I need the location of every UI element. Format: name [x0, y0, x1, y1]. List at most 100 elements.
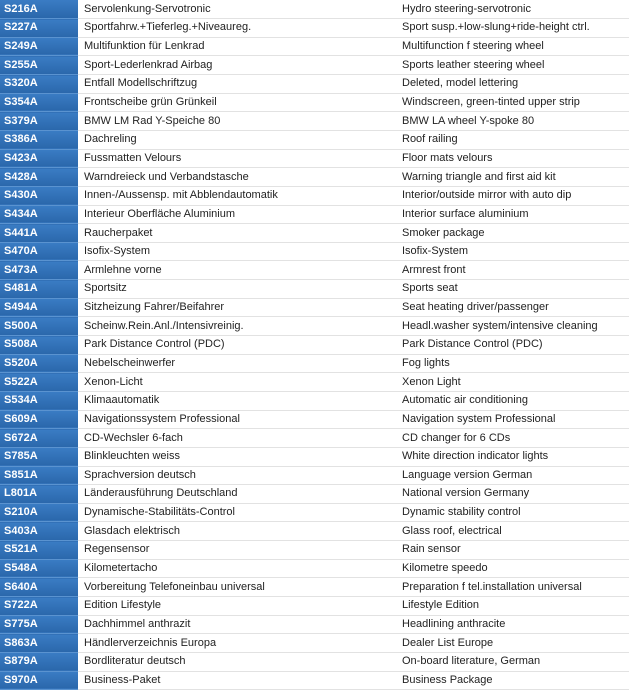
german-description: Händlerverzeichnis Europa — [78, 633, 396, 653]
german-description: Edition Lifestyle — [78, 596, 396, 616]
table-row: S879A Bordliteratur deutsch On-board liter… — [0, 652, 629, 672]
german-description: Dachhimmel anthrazit — [78, 615, 396, 635]
table-row: S403A Glasdach elektrisch Glass roof, elec… — [0, 521, 629, 542]
option-code: S522A — [0, 372, 78, 392]
option-code: S354A — [0, 93, 78, 113]
table-row: S227A Sportfahrw.+Tieferleg.+Niveaureg. Sp… — [0, 18, 629, 38]
option-code: S970A — [0, 671, 78, 690]
english-description: Dealer List Europe — [396, 633, 629, 653]
german-description: Sitzheizung Fahrer/Beifahrer — [78, 298, 396, 318]
table-row: S851A Sprachversion deutsch Language versi… — [0, 466, 629, 486]
english-description: Preparation f tel.installation universal — [396, 577, 629, 597]
german-description: Sportsitz — [78, 279, 396, 299]
english-description: Navigation system Professional — [396, 410, 629, 430]
english-description: Interior surface aluminium — [396, 205, 629, 225]
english-description: Isofix-System — [396, 242, 629, 262]
english-description: Windscreen, green-tinted upper strip — [396, 93, 629, 113]
option-code: S785A — [0, 447, 78, 467]
english-description: Park Distance Control (PDC) — [396, 335, 629, 355]
english-description: Lifestyle Edition — [396, 596, 629, 616]
english-description: Automatic air conditioning — [396, 391, 629, 411]
table-row: S521A Regensensor Rain sensor — [0, 540, 629, 560]
english-description: Dynamic stability control — [396, 503, 629, 523]
option-code: S775A — [0, 615, 78, 635]
english-description: BMW LA wheel Y-spoke 80 — [396, 111, 629, 131]
german-description: Blinkleuchten weiss — [78, 447, 396, 467]
english-description: Armrest front — [396, 260, 629, 281]
option-code: S423A — [0, 149, 78, 169]
table-row: S970A Business-Paket Business Package — [0, 671, 629, 690]
german-description: Nebelscheinwerfer — [78, 354, 396, 374]
option-code: S500A — [0, 316, 78, 337]
english-description: Smoker package — [396, 223, 629, 243]
german-description: Innen-/Aussensp. mit Abblendautomatik — [78, 186, 396, 206]
english-description: On-board literature, German — [396, 652, 629, 672]
german-description: Sportfahrw.+Tieferleg.+Niveaureg. — [78, 18, 396, 38]
option-code: S851A — [0, 466, 78, 486]
table-row: S441A Raucherpaket Smoker package — [0, 223, 629, 243]
option-code: S494A — [0, 298, 78, 318]
german-description: Xenon-Licht — [78, 372, 396, 392]
table-row: S494A Sitzheizung Fahrer/Beifahrer Seat he… — [0, 298, 629, 318]
option-code: S216A — [0, 0, 78, 20]
german-description: Armlehne vorne — [78, 260, 396, 281]
german-description: Sprachversion deutsch — [78, 466, 396, 486]
english-description: Hydro steering-servotronic — [396, 0, 629, 20]
table-row: S379A BMW LM Rad Y-Speiche 80 BMW LA wheel… — [0, 111, 629, 131]
option-code: S403A — [0, 521, 78, 542]
german-description: Sport-Lederlenkrad Airbag — [78, 55, 396, 76]
table-row: S255A Sport-Lederlenkrad Airbag Sports lea… — [0, 55, 629, 76]
german-description: Klimaautomatik — [78, 391, 396, 411]
option-code: S534A — [0, 391, 78, 411]
german-description: BMW LM Rad Y-Speiche 80 — [78, 111, 396, 131]
table-row: S249A Multifunktion für Lenkrad Multifunct… — [0, 37, 629, 57]
table-row: S508A Park Distance Control (PDC) Park Dis… — [0, 335, 629, 355]
english-description: Headl.washer system/intensive cleaning — [396, 316, 629, 337]
option-code: S386A — [0, 130, 78, 150]
table-row: S428A Warndreieck und Verbandstasche Warni… — [0, 167, 629, 187]
table-row: S216A Servolenkung-Servotronic Hydro steer… — [0, 0, 629, 20]
german-description: Entfall Modellschriftzug — [78, 74, 396, 94]
table-row: S434A Interieur Oberfläche Aluminium Inter… — [0, 205, 629, 225]
table-row: S534A Klimaautomatik Automatic air conditi… — [0, 391, 629, 411]
option-code: S879A — [0, 652, 78, 672]
english-description: Rain sensor — [396, 540, 629, 560]
german-description: Dachreling — [78, 130, 396, 150]
german-description: Warndreieck und Verbandstasche — [78, 167, 396, 187]
option-code: S863A — [0, 633, 78, 653]
german-description: Regensensor — [78, 540, 396, 560]
german-description: Raucherpaket — [78, 223, 396, 243]
option-code: S521A — [0, 540, 78, 560]
german-description: Länderausführung Deutschland — [78, 484, 396, 504]
english-description: Sport susp.+low-slung+ride-height ctrl. — [396, 18, 629, 38]
german-description: Kilometertacho — [78, 559, 396, 579]
english-description: Sports leather steering wheel — [396, 55, 629, 76]
german-description: Bordliteratur deutsch — [78, 652, 396, 672]
english-description: Headlining anthracite — [396, 615, 629, 635]
option-code: S672A — [0, 428, 78, 448]
option-code: S609A — [0, 410, 78, 430]
option-code: S430A — [0, 186, 78, 206]
table-row: S423A Fussmatten Velours Floor mats velour… — [0, 149, 629, 169]
option-code: S470A — [0, 242, 78, 262]
table-row: S500A Scheinw.Rein.Anl./Intensivreinig. He… — [0, 316, 629, 337]
table-row: S481A Sportsitz Sports seat — [0, 279, 629, 299]
english-description: Xenon Light — [396, 372, 629, 392]
english-description: CD changer for 6 CDs — [396, 428, 629, 448]
table-row: S722A Edition Lifestyle Lifestyle Edition — [0, 596, 629, 616]
option-code: S722A — [0, 596, 78, 616]
german-description: Glasdach elektrisch — [78, 521, 396, 542]
option-code: S441A — [0, 223, 78, 243]
german-description: Business-Paket — [78, 671, 396, 690]
option-code: S640A — [0, 577, 78, 597]
english-description: Kilometre speedo — [396, 559, 629, 579]
english-description: Sports seat — [396, 279, 629, 299]
table-row: S640A Vorbereitung Telefoneinbau universa… — [0, 577, 629, 597]
english-description: Language version German — [396, 466, 629, 486]
german-description: Fussmatten Velours — [78, 149, 396, 169]
option-code: S255A — [0, 55, 78, 76]
table-row: S520A Nebelscheinwerfer Fog lights — [0, 354, 629, 374]
table-row: S672A CD-Wechsler 6-fach CD changer for 6 … — [0, 428, 629, 448]
table-row: S473A Armlehne vorne Armrest front — [0, 260, 629, 281]
